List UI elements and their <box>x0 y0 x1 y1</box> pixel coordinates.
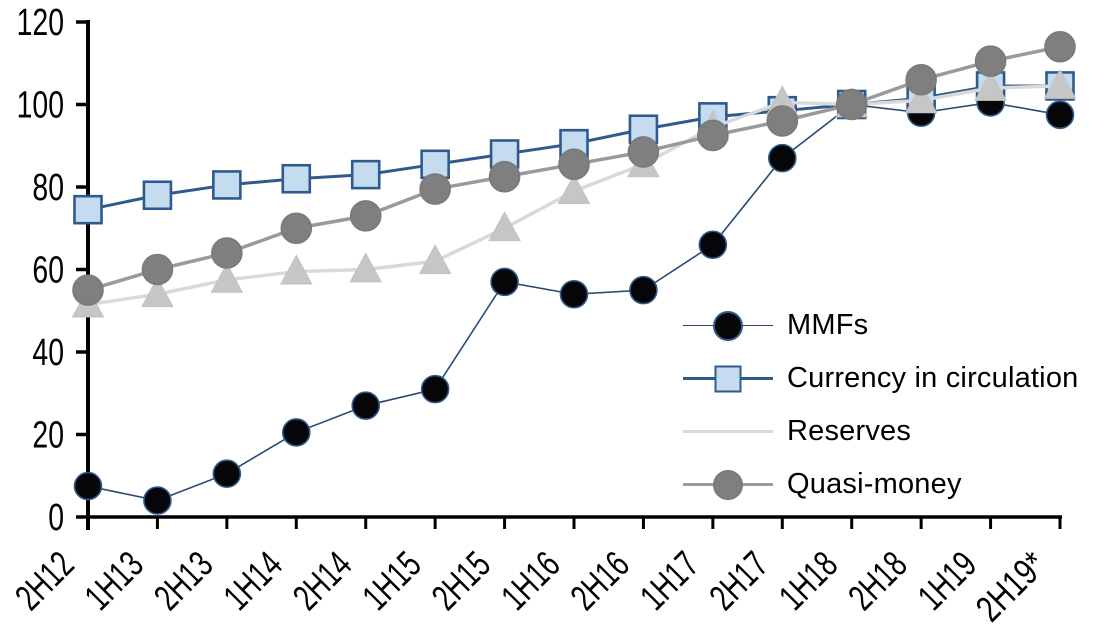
data-point-marker <box>212 170 242 200</box>
data-point-marker <box>212 459 242 488</box>
data-point-marker <box>73 194 103 225</box>
legend-swatch-quasi-money <box>683 468 773 502</box>
data-point-marker <box>281 163 312 194</box>
data-point-marker <box>142 180 173 211</box>
data-point-marker <box>143 486 172 515</box>
x-tick-label: 1H16 <box>493 544 567 618</box>
legend-label-currency: Currency in circulation <box>787 362 1079 394</box>
data-point-marker <box>141 253 174 286</box>
data-point-marker <box>281 418 311 447</box>
data-point-marker <box>280 212 313 245</box>
data-point-marker <box>349 200 382 232</box>
data-point-marker <box>974 70 1007 101</box>
quasi-money-circle-marker-icon <box>713 469 743 500</box>
data-point-marker <box>420 374 450 404</box>
x-tick-label: 2H19* <box>968 544 1054 630</box>
data-point-marker <box>1044 30 1076 63</box>
data-point-marker <box>905 63 937 96</box>
data-point-marker <box>210 262 244 293</box>
data-point-marker <box>627 136 660 168</box>
x-tick-label: 1H17 <box>632 544 706 618</box>
data-point-marker <box>698 230 728 260</box>
currency-square-marker-icon <box>714 365 742 392</box>
data-point-marker <box>350 159 381 190</box>
data-point-marker <box>279 254 313 285</box>
mmfs-circle-marker-icon <box>713 310 743 341</box>
legend-label-mmfs: MMFs <box>787 309 869 341</box>
data-point-marker <box>559 279 589 309</box>
data-point-marker <box>557 173 591 205</box>
legend-swatch-mmfs <box>683 309 773 343</box>
data-point-marker <box>766 105 799 137</box>
data-point-marker <box>211 237 243 269</box>
legend-swatch-currency <box>683 362 773 396</box>
legend-item-reserves: Reserves <box>683 405 1079 458</box>
data-point-marker <box>351 391 381 420</box>
data-point-marker <box>904 83 938 114</box>
legend-item-mmfs: MMFs <box>683 299 1079 352</box>
legend-item-currency-in-circulation: Currency in circulation <box>683 352 1079 405</box>
data-point-marker <box>349 252 383 283</box>
chart-legend: MMFs Currency in circulation Reserves Qu… <box>683 299 1079 511</box>
x-tick-label: 1H13 <box>77 544 151 618</box>
x-tick-label: 2H12 <box>7 544 81 618</box>
legend-label-reserves: Reserves <box>787 415 912 447</box>
data-point-marker <box>558 148 590 181</box>
y-tick-label: 60 <box>32 250 64 292</box>
x-tick-label: 1H18 <box>771 544 845 618</box>
y-tick-label: 120 <box>17 2 64 44</box>
reserves-line-sample <box>683 429 773 434</box>
y-tick-label: 0 <box>48 497 64 539</box>
data-point-marker <box>488 211 521 242</box>
data-point-marker <box>141 277 174 308</box>
data-point-marker <box>490 267 519 297</box>
x-tick-label: 1H15 <box>355 544 429 618</box>
legend-label-quasi-money: Quasi-money <box>787 468 962 500</box>
x-tick-label: 2H13 <box>146 544 220 618</box>
x-tick-label: 2H18 <box>841 544 915 618</box>
legend-item-quasi-money: Quasi-money <box>683 458 1079 511</box>
data-point-marker <box>767 143 797 173</box>
legend-swatch-reserves <box>683 415 773 449</box>
y-tick-label: 20 <box>32 415 64 457</box>
data-point-marker <box>629 275 658 305</box>
y-tick-label: 40 <box>32 332 64 374</box>
x-tick-label: 2H14 <box>285 544 359 618</box>
data-point-marker <box>488 160 521 193</box>
x-tick-label: 2H17 <box>702 544 776 618</box>
data-point-marker <box>835 88 868 121</box>
y-tick-label: 80 <box>32 167 64 209</box>
y-tick-label: 100 <box>17 85 64 127</box>
data-point-marker <box>418 244 452 275</box>
data-point-marker <box>1045 100 1075 130</box>
x-tick-label: 1H19 <box>910 544 984 618</box>
data-point-marker <box>974 45 1007 77</box>
x-tick-label: 1H14 <box>216 544 290 618</box>
data-point-marker <box>697 119 729 152</box>
data-point-marker <box>489 139 520 169</box>
data-point-marker <box>419 173 451 205</box>
x-tick-label: 2H16 <box>563 544 637 618</box>
data-point-marker <box>72 274 104 306</box>
x-tick-label: 2H15 <box>424 544 498 618</box>
data-point-marker <box>1043 68 1077 99</box>
data-point-marker <box>73 471 103 501</box>
